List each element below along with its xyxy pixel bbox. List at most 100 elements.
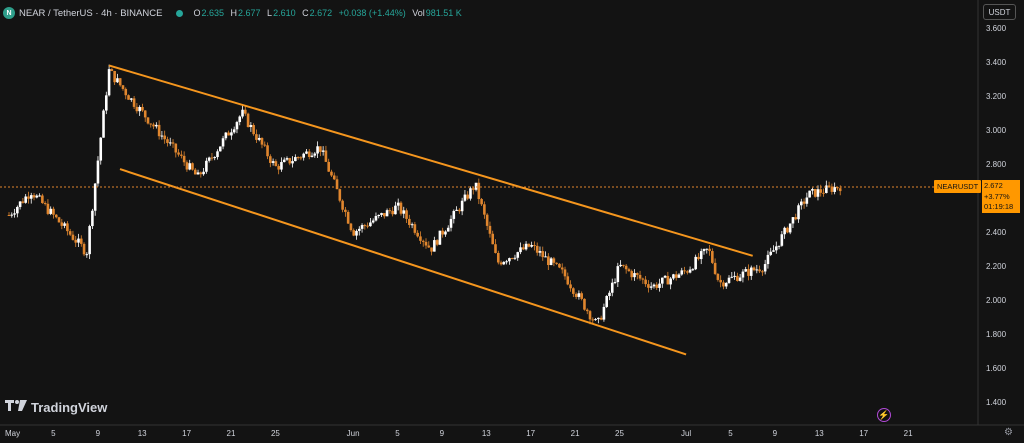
candle xyxy=(421,239,425,247)
candle xyxy=(102,109,105,138)
candle xyxy=(319,146,322,157)
candle xyxy=(749,265,753,280)
candle xyxy=(57,216,61,223)
candle xyxy=(449,215,453,232)
candle xyxy=(174,143,178,158)
candle xyxy=(816,185,820,201)
candle xyxy=(733,271,736,280)
candle xyxy=(502,261,506,266)
candle xyxy=(813,188,817,198)
candle xyxy=(338,188,342,203)
candle xyxy=(266,142,269,160)
candle xyxy=(230,128,233,140)
candle xyxy=(624,264,628,274)
candle xyxy=(708,245,711,256)
channel-lower-line[interactable] xyxy=(119,168,687,356)
candle xyxy=(516,251,520,261)
candle xyxy=(244,105,247,116)
channel-upper-line[interactable] xyxy=(108,64,753,257)
candle xyxy=(597,317,600,324)
candle xyxy=(722,280,725,290)
candle xyxy=(138,105,141,116)
candle xyxy=(572,287,575,298)
candle xyxy=(391,206,394,217)
candle xyxy=(121,84,125,91)
candle xyxy=(271,158,275,166)
price-tick-label: 1.800 xyxy=(986,330,1007,339)
candle xyxy=(683,266,686,275)
last-price-label: 2.672 +3.77% 01:19:18 xyxy=(982,180,1020,213)
candle xyxy=(677,273,681,279)
candle xyxy=(688,266,692,274)
candle xyxy=(341,199,344,213)
logo-text: TradingView xyxy=(31,400,108,415)
candle xyxy=(49,206,52,216)
candle xyxy=(508,257,511,265)
candle xyxy=(533,241,536,251)
candle xyxy=(191,162,194,171)
candle xyxy=(549,257,553,266)
candle xyxy=(738,274,742,282)
candle xyxy=(519,242,522,255)
candle xyxy=(496,250,500,265)
candle xyxy=(747,264,750,281)
chart-header: N NEAR / TetherUS · 4h · BINANCE O2.635 … xyxy=(3,4,462,22)
candle xyxy=(488,221,492,238)
candle xyxy=(216,149,219,160)
candle xyxy=(811,187,814,195)
candle xyxy=(388,207,392,214)
candle xyxy=(669,277,672,290)
candle xyxy=(435,239,439,247)
candle xyxy=(399,201,403,216)
tradingview-logo[interactable]: TradingView xyxy=(5,400,107,415)
candle xyxy=(560,263,564,274)
candle xyxy=(480,197,483,207)
price-tick-label: 2.800 xyxy=(986,160,1007,169)
price-tick-label: 1.400 xyxy=(986,398,1007,407)
currency-button[interactable]: USDT xyxy=(983,4,1016,20)
bar-countdown: 01:19:18 xyxy=(984,202,1014,211)
time-tick-label: 13 xyxy=(815,429,824,438)
candle xyxy=(35,194,39,199)
candle xyxy=(416,230,419,238)
candle xyxy=(310,152,314,158)
candle xyxy=(736,272,739,282)
candle xyxy=(307,149,311,160)
candle xyxy=(93,183,97,216)
candle xyxy=(277,164,280,175)
candle xyxy=(580,291,583,301)
time-tick-label: 9 xyxy=(440,429,445,438)
candle xyxy=(68,228,72,237)
candle xyxy=(658,278,661,292)
candle xyxy=(107,64,111,97)
gear-icon[interactable]: ⚙ xyxy=(1004,427,1013,438)
candle xyxy=(627,267,631,272)
candle xyxy=(235,120,239,134)
candle xyxy=(349,222,353,232)
candle xyxy=(727,275,731,284)
candle xyxy=(79,235,83,247)
close-label: C xyxy=(302,8,309,18)
candle xyxy=(527,243,531,248)
time-tick-label: 9 xyxy=(96,429,101,438)
candle xyxy=(691,268,695,271)
lightning-icon[interactable]: ⚡ xyxy=(877,408,891,422)
candle xyxy=(332,172,336,181)
candle xyxy=(171,139,175,148)
candle xyxy=(585,308,589,315)
candle xyxy=(199,171,203,178)
candle xyxy=(71,230,75,241)
candle xyxy=(288,157,292,166)
candle xyxy=(118,77,122,87)
low-value: 2.610 xyxy=(273,8,296,18)
candle xyxy=(752,266,756,272)
candle xyxy=(41,193,44,204)
candle xyxy=(458,208,461,214)
symbol-title[interactable]: NEAR / TetherUS · 4h · BINANCE xyxy=(19,7,163,19)
candle xyxy=(424,238,428,249)
candle xyxy=(730,271,734,279)
candle xyxy=(82,242,86,257)
candle xyxy=(321,146,325,156)
candle xyxy=(741,269,745,283)
